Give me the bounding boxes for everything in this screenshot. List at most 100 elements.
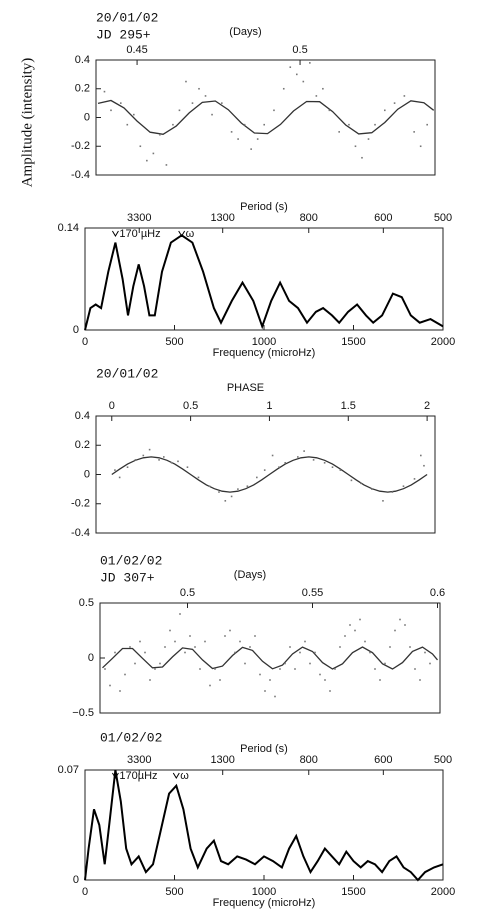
x-tick-label: 500 [165,336,183,348]
data-point [278,466,280,468]
period-tick-label: 500 [434,754,452,766]
data-point [424,651,426,654]
data-point [263,123,265,126]
data-point [239,640,241,643]
data-point [243,123,246,126]
x-axis-label: Frequency (microHz) [213,897,316,909]
data-point [169,629,171,632]
data-point [178,109,181,112]
data-point [264,690,266,692]
data-point [371,488,373,490]
data-point [204,95,207,97]
x-tick-label: 0.5 [292,44,307,56]
x-tick-label: 1000 [252,336,276,348]
data-point [229,629,231,632]
chart-subtitle: JD 307+ [100,570,155,585]
data-point [393,102,396,104]
data-point [344,635,346,637]
data-point [119,102,122,104]
period-tick-label: 800 [300,212,318,224]
x-tick-label: 0.55 [302,587,323,599]
plot-frame [84,227,444,331]
y-tick-label: -0.4 [71,169,90,181]
data-point [284,462,287,464]
period-axis-label: Period (s) [240,743,288,755]
data-point [134,459,137,461]
data-point [331,466,334,468]
x-tick-label: 0.5 [180,587,195,599]
annotation-arrow [178,230,186,237]
data-point [350,479,353,482]
data-point [269,679,271,681]
data-point [289,646,291,648]
y-tick-label: 0.5 [79,597,94,609]
data-point [103,90,106,93]
annotation-arrow [112,772,119,779]
data-point [249,646,251,648]
y-tick-label: -0.2 [71,498,90,510]
y-tick-label: 0.07 [58,764,79,776]
data-point [174,640,176,643]
data-point [339,646,341,648]
annotation-arrow [172,772,180,779]
x-tick-label: 500 [165,886,183,898]
period-tick-label: 3300 [127,754,151,766]
data-point [244,662,246,665]
period-tick-label: 3300 [127,212,151,224]
data-point [230,131,233,133]
x-tick-label: 1.5 [341,400,356,412]
data-point [118,476,121,479]
data-point [186,466,189,468]
plot-frame [84,769,444,881]
data-point [164,646,166,648]
y-tick-label: 0 [73,324,79,336]
data-point [284,662,286,665]
data-point [384,662,386,665]
data-point [163,456,165,458]
fit-curve [97,99,435,135]
period-tick-label: 600 [374,754,392,766]
data-point [199,668,201,670]
data-point [364,640,366,643]
data-point [256,138,259,140]
data-point [359,618,361,621]
data-point [158,459,160,461]
y-tick-label: 0 [84,111,90,123]
y-tick-label: 0.4 [75,54,90,66]
data-point [129,646,131,648]
data-point [361,156,363,159]
data-point [259,673,261,676]
data-point [348,123,350,126]
data-point [209,684,211,687]
data-point [189,635,191,637]
y-tick-label: 0.4 [75,410,90,422]
periodogram [84,769,444,882]
data-point [149,679,151,681]
data-point [197,476,200,479]
data-point [404,624,406,626]
data-point [319,673,321,676]
data-point [110,109,112,112]
data-point [256,476,258,479]
data-point [126,123,129,126]
annotation: ω [186,228,195,240]
x-axis-label: Frequency (microHz) [213,347,316,359]
data-point [204,640,206,643]
data-point [295,73,298,76]
data-point [322,87,324,90]
x-axis-label: (Days) [229,26,261,38]
x-tick-label: 1000 [252,886,276,898]
chart-title: 01/02/02 [100,730,162,745]
data-point [159,133,161,136]
period-axis-label: Period (s) [240,201,288,213]
period-tick-label: 600 [374,212,392,224]
data-point [124,673,126,676]
data-point [354,145,357,148]
data-point [234,651,236,654]
data-point [185,80,187,83]
data-point [208,485,211,487]
period-tick-label: 800 [300,754,318,766]
data-point [303,450,305,452]
data-point [369,651,371,654]
